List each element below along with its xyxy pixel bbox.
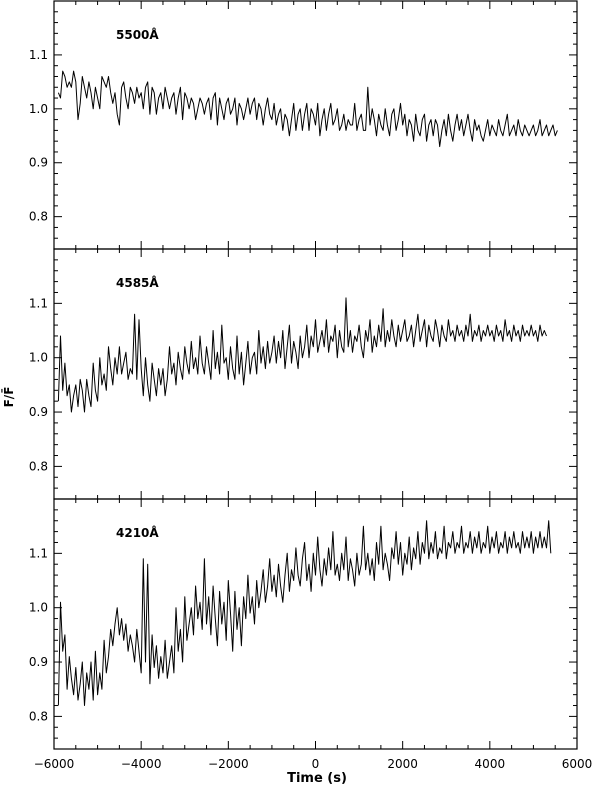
- panel-label: 4585Å: [116, 275, 159, 290]
- y-tick-label: 1.0: [29, 351, 48, 365]
- x-tick-label: −4000: [121, 757, 162, 771]
- y-tick-label: 1.1: [29, 296, 48, 310]
- y-tick-label: 0.8: [29, 210, 48, 224]
- y-tick-label: 0.9: [29, 655, 48, 669]
- y-tick-label: 0.8: [29, 709, 48, 723]
- y-tick-label: 0.9: [29, 156, 48, 170]
- light-curve-line: [57, 70, 558, 148]
- x-tick-labels: −6000 −4000 −2000 0 2000 4000 6000: [34, 757, 593, 771]
- y-tick-label: 1.0: [29, 102, 48, 116]
- y-tick-label: 1.1: [29, 48, 48, 62]
- y-tick-label: 0.8: [29, 459, 48, 473]
- y-tick-label: 0.9: [29, 405, 48, 419]
- panel-label: 5500Å: [116, 27, 159, 42]
- x-tick-label: 0: [312, 757, 320, 771]
- x-tick-label: −2000: [208, 757, 249, 771]
- y-axis-label: F/F̄: [1, 387, 16, 408]
- x-tick-label: 6000: [562, 757, 593, 771]
- light-curve-line: [57, 297, 547, 413]
- panels-group: 0.8 0.9 1.0 1.1 5500Å 0.8 0.9 1.0 1.1 4585Å 0.8 0.9…: [29, 0, 578, 750]
- x-tick-label: 2000: [387, 757, 418, 771]
- panel-2: 0.8 0.9 1.0 1.1 4585Å: [29, 248, 578, 500]
- panel-label: 4210Å: [116, 525, 159, 540]
- x-tick-label: 4000: [475, 757, 506, 771]
- light-curve-line: [57, 520, 552, 706]
- panel-3: 0.8 0.9 1.0 1.1 4210Å: [29, 498, 578, 750]
- y-tick-label: 1.1: [29, 546, 48, 560]
- x-tick-label: −6000: [34, 757, 75, 771]
- x-axis-label: Time (s): [287, 771, 347, 786]
- y-tick-label: 1.0: [29, 601, 48, 615]
- panel-1: 0.8 0.9 1.0 1.1 5500Å: [29, 0, 578, 250]
